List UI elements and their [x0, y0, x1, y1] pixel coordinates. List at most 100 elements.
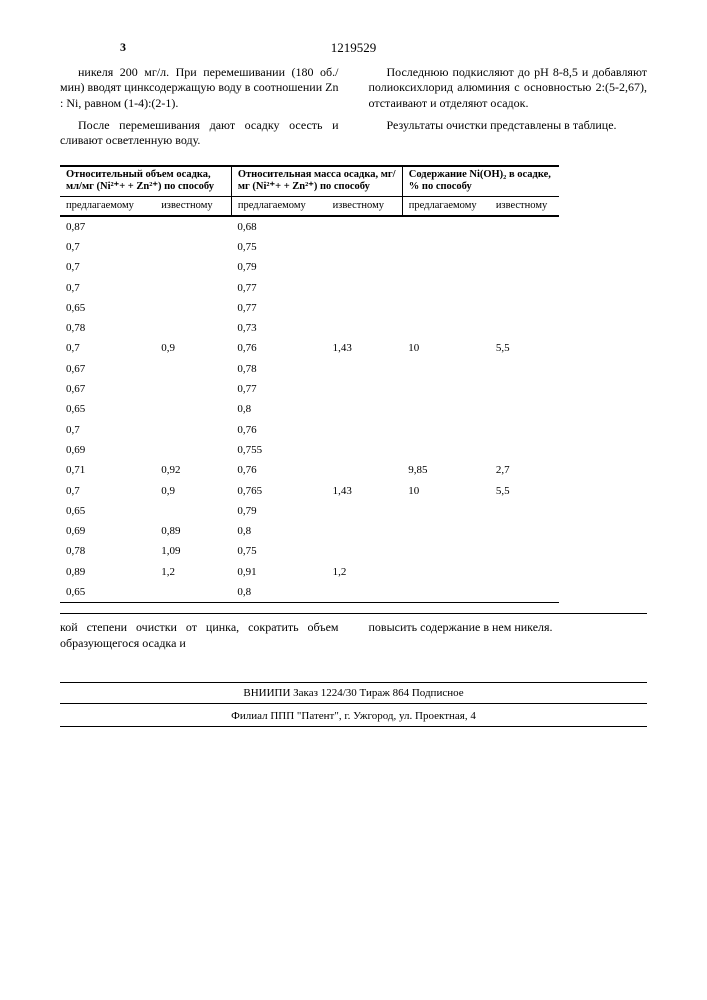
bottom-right: повысить содержание в нем никеля.	[369, 620, 648, 651]
table-row: 0,70,90,7651,43105,5	[60, 481, 559, 501]
patent-number: 1219529	[60, 40, 647, 57]
table-row: 0,690,890,8	[60, 521, 559, 541]
table-cell	[402, 359, 490, 379]
right-para1: Последнюю подкисляют до pH 8-8,5 и добав…	[369, 65, 648, 112]
table-cell	[327, 257, 403, 277]
results-table: Относительный объем осадка, мл/мг (Ni²⁺+…	[60, 165, 559, 603]
table-cell: 0,765	[231, 481, 326, 501]
table-cell: 1,43	[327, 481, 403, 501]
table-cell	[402, 379, 490, 399]
table-cell: 10	[402, 338, 490, 358]
table-cell: 0,78	[60, 541, 155, 561]
table-cell	[155, 359, 231, 379]
table-cell: 0,71	[60, 460, 155, 480]
table-cell	[490, 237, 559, 257]
right-para2: Результаты очистки представлены в таблиц…	[369, 118, 648, 134]
table-cell	[327, 582, 403, 603]
table-row: 0,69 0,755	[60, 440, 559, 460]
table-cell: 0,755	[231, 440, 326, 460]
table-row: 0,670,78	[60, 359, 559, 379]
table-cell	[490, 420, 559, 440]
table-cell	[490, 399, 559, 419]
table-cell	[327, 521, 403, 541]
subhead-6: известному	[490, 197, 559, 216]
table-cell: 1,2	[327, 562, 403, 582]
table-cell	[327, 399, 403, 419]
table-row: 0,891,20,911,2	[60, 562, 559, 582]
table-row: 0,870,68	[60, 216, 559, 237]
table-cell: 0,77	[231, 278, 326, 298]
table-cell: 0,65	[60, 582, 155, 603]
table-row: 0,650,79	[60, 501, 559, 521]
table-cell	[402, 298, 490, 318]
table-cell: 0,76	[231, 460, 326, 480]
table-cell	[402, 541, 490, 561]
table-cell	[327, 298, 403, 318]
table-cell	[402, 521, 490, 541]
publisher-line1: ВНИИПИ Заказ 1224/30 Тираж 864 Подписное	[60, 682, 647, 704]
table-cell	[402, 501, 490, 521]
table-cell	[155, 298, 231, 318]
table-cell	[490, 318, 559, 338]
table-cell	[327, 237, 403, 257]
table-row: 0,7 0,79	[60, 257, 559, 277]
subhead-2: известному	[155, 197, 231, 216]
group-header-3: Содержание Ni(OH)₂ в осадке, % по способ…	[402, 166, 559, 197]
publisher-block: ВНИИПИ Заказ 1224/30 Тираж 864 Подписное…	[60, 682, 647, 728]
table-cell	[490, 501, 559, 521]
table-cell: 10	[402, 481, 490, 501]
left-para2: После перемешивания дают осадку осесть и…	[60, 118, 339, 149]
table-cell: 0,87	[60, 216, 155, 237]
table-cell: 9,85	[402, 460, 490, 480]
publisher-line2: Филиал ППП "Патент", г. Ужгород, ул. Про…	[60, 706, 647, 727]
table-cell: 0,69	[60, 440, 155, 460]
table-cell: 0,73	[231, 318, 326, 338]
table-cell	[327, 278, 403, 298]
table-cell: 0,8	[231, 521, 326, 541]
table-cell: 5,5	[490, 481, 559, 501]
table-cell	[490, 359, 559, 379]
table-cell: 0,9	[155, 481, 231, 501]
table-cell	[402, 420, 490, 440]
group-header-2: Относительная масса осадка, мг/мг (Ni²⁺+…	[231, 166, 402, 197]
right-column: Последнюю подкисляют до pH 8-8,5 и добав…	[369, 65, 648, 155]
table-cell: 0,76	[231, 420, 326, 440]
table-row: 0,780,73	[60, 318, 559, 338]
bottom-left: кой степени очистки от цинка, сократить …	[60, 620, 339, 651]
table-cell	[327, 541, 403, 561]
table-cell: 1,2	[155, 562, 231, 582]
left-para1: никеля 200 мг/л. При перемешивании (180 …	[60, 65, 339, 112]
table-cell: 0,76	[231, 338, 326, 358]
table-cell: 0,65	[60, 298, 155, 318]
table-cell	[490, 541, 559, 561]
table-cell: 2,7	[490, 460, 559, 480]
subhead-4: известному	[327, 197, 403, 216]
table-cell	[155, 216, 231, 237]
subhead-3: предлагаемому	[231, 197, 326, 216]
table-row: 0,781,090,75	[60, 541, 559, 561]
table-cell	[155, 420, 231, 440]
table-cell: 0,7	[60, 481, 155, 501]
table-cell: 0,67	[60, 379, 155, 399]
left-column: никеля 200 мг/л. При перемешивании (180 …	[60, 65, 339, 155]
table-cell: 5,5	[490, 338, 559, 358]
table-cell	[155, 318, 231, 338]
table-cell: 0,8	[231, 399, 326, 419]
table-cell: 0,7	[60, 338, 155, 358]
table-cell: 0,92	[155, 460, 231, 480]
table-cell	[402, 562, 490, 582]
table-cell	[490, 257, 559, 277]
page-header: 3 4 1219529	[60, 40, 647, 57]
table-cell: 0,79	[231, 257, 326, 277]
table-cell	[155, 237, 231, 257]
table-row: 0,70,77	[60, 278, 559, 298]
table-cell	[402, 237, 490, 257]
table-cell	[155, 582, 231, 603]
top-columns: никеля 200 мг/л. При перемешивании (180 …	[60, 65, 647, 155]
table-cell	[490, 278, 559, 298]
table-cell	[155, 257, 231, 277]
table-cell	[402, 440, 490, 460]
table-cell: 0,89	[60, 562, 155, 582]
table-cell	[327, 216, 403, 237]
table-cell: 0,7	[60, 257, 155, 277]
